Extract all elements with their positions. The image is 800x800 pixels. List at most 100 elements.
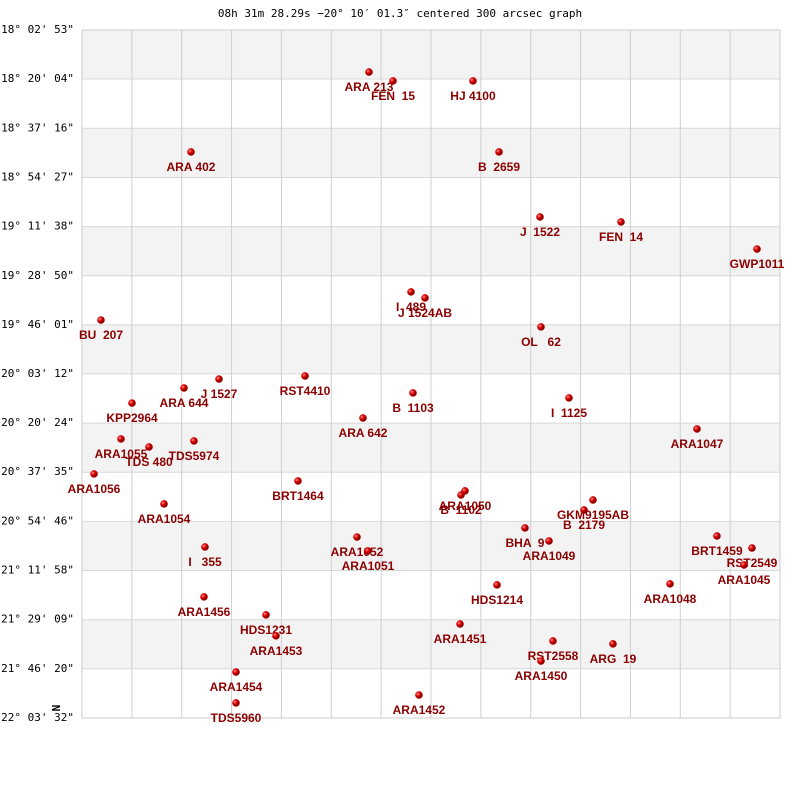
star-label: ARA1452 <box>393 703 446 717</box>
star <box>666 580 674 588</box>
star <box>609 640 617 648</box>
star <box>389 77 397 85</box>
star-label: ARA1050 <box>439 499 492 513</box>
star-label: FEN 14 <box>599 230 643 244</box>
star <box>359 414 367 422</box>
star <box>117 435 125 443</box>
star <box>537 657 545 665</box>
star <box>294 477 302 485</box>
star-label: ARA1453 <box>250 644 303 658</box>
compass-label: N <box>50 705 63 712</box>
star-label: GWP1011 <box>730 257 785 271</box>
star <box>232 699 240 707</box>
star-label: ARA1454 <box>210 680 263 694</box>
star-label: BRT1464 <box>272 489 324 503</box>
y-tick-label: -20° 03' 12" <box>0 367 74 380</box>
star <box>301 372 309 380</box>
star-label: ARA1056 <box>68 482 121 496</box>
star-label: ARA1451 <box>434 632 487 646</box>
star <box>713 532 721 540</box>
y-tick-label: -21° 11' 58" <box>0 563 74 576</box>
star-label: HJ 4100 <box>450 89 496 103</box>
star <box>407 288 415 296</box>
star <box>415 691 423 699</box>
star <box>97 316 105 324</box>
star-label: J 1524AB <box>398 306 452 320</box>
star-label: HDS1231 <box>240 623 292 637</box>
star <box>545 537 553 545</box>
star-label: ARG 19 <box>590 652 637 666</box>
star-label: ARA 644 <box>160 396 209 410</box>
star <box>457 491 465 499</box>
y-tick-label: -21° 46' 20" <box>0 662 74 675</box>
y-tick-label: -18° 37' 16" <box>0 121 74 134</box>
star-label: RST2549 <box>727 556 778 570</box>
star <box>364 547 372 555</box>
star-label: BRT1459 <box>691 544 743 558</box>
star-label: GKM9195AB <box>557 508 629 522</box>
star-label: ARA 213 <box>345 80 394 94</box>
star-label: ARA 642 <box>339 426 388 440</box>
star <box>589 496 597 504</box>
star <box>693 425 701 433</box>
star-label: BU 207 <box>79 328 123 342</box>
y-tick-label: -21° 29' 09" <box>0 613 74 626</box>
star-label: TDS5960 <box>211 711 262 725</box>
y-tick-label: -18° 02' 53" <box>0 23 74 36</box>
star-label: ARA1045 <box>718 573 771 587</box>
star-label: I 355 <box>188 555 222 569</box>
y-tick-label: -19° 46' 01" <box>0 318 74 331</box>
star <box>456 620 464 628</box>
star-label: B 1103 <box>392 401 434 415</box>
star-label: ARA1052 <box>331 545 384 559</box>
star <box>90 470 98 478</box>
star-label: B 2659 <box>478 160 520 174</box>
star <box>190 437 198 445</box>
star-label: ARA1055 <box>95 447 148 461</box>
star <box>753 245 761 253</box>
star <box>180 384 188 392</box>
y-tick-label: -22° 03' 32" <box>0 711 74 724</box>
y-tick-label: -20° 20' 24" <box>0 416 74 429</box>
chart-title: 08h 31m 28.29s −20° 10′ 01.3″ centered 3… <box>218 7 582 20</box>
star <box>565 394 573 402</box>
star-label: RST4410 <box>280 384 331 398</box>
y-tick-label: -19° 28' 50" <box>0 269 74 282</box>
star-label: TDS5974 <box>169 449 220 463</box>
star <box>215 375 223 383</box>
star <box>521 524 529 532</box>
star <box>580 506 588 514</box>
star <box>536 213 544 221</box>
star <box>537 323 545 331</box>
star <box>421 294 429 302</box>
star <box>201 543 209 551</box>
star <box>617 218 625 226</box>
star-label: J 1522 <box>520 225 560 239</box>
star-label: KPP2964 <box>106 411 158 425</box>
star-label: B 2179 <box>563 518 605 532</box>
star-label: TDS 480 <box>125 455 173 469</box>
y-tick-label: -20° 54' 46" <box>0 514 74 527</box>
star-label: B 1102 <box>440 503 482 517</box>
star-label: HDS1214 <box>471 593 523 607</box>
star-label: I 1125 <box>551 406 587 420</box>
y-tick-label: -20° 37' 35" <box>0 465 74 478</box>
star-label: RST2558 <box>528 649 579 663</box>
star-label: ARA1054 <box>138 512 191 526</box>
star <box>495 148 503 156</box>
star <box>262 611 270 619</box>
star <box>365 68 373 76</box>
star-label: OL 62 <box>521 335 561 349</box>
plot-frame <box>81 29 781 719</box>
star <box>493 581 501 589</box>
star <box>145 443 153 451</box>
star-label: ARA1049 <box>523 549 576 563</box>
y-axis: -18° 02' 53" -18° 20' 04" -18° 37' 16" -18°… <box>0 23 74 724</box>
star-label: ARA1047 <box>671 437 724 451</box>
star <box>353 533 361 541</box>
star-label: J 1527 <box>201 387 238 401</box>
star <box>748 544 756 552</box>
star <box>740 561 748 569</box>
